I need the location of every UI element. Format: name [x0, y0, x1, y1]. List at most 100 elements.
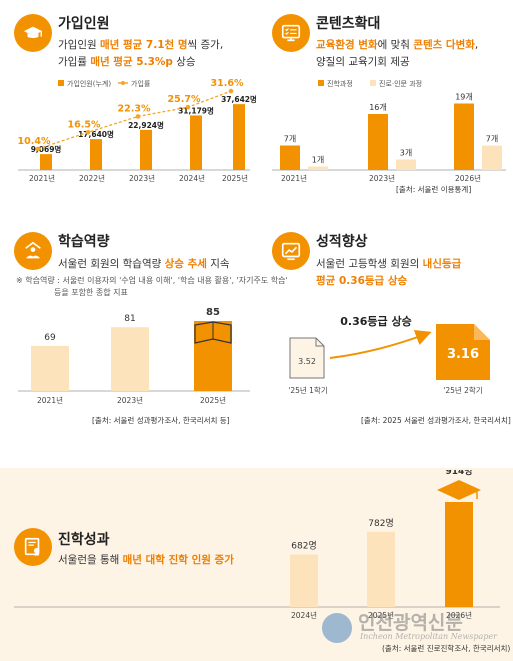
bar-content-admission — [368, 114, 388, 170]
grades-desc-line1: 서울런 고등학생 회원의 내신등급 — [316, 258, 462, 270]
rate-label: 25.7% — [168, 94, 201, 105]
x-tick-learning: 2021년 — [37, 395, 63, 405]
x-tick-members: 2022년 — [79, 173, 105, 183]
x-tick-second-semester: '25년 2학기 — [443, 385, 482, 395]
x-tick-content: 2026년 — [455, 173, 481, 183]
x-tick-content: 2021년 — [281, 173, 307, 183]
value-second-semester: 3.16 — [447, 347, 479, 362]
content-chart: 진학과정 진로·인문 과정 7개 1개 2021년 16개 3개 2023년 19개 7개 2026… — [272, 79, 506, 183]
bar-label-admission: 682명 — [291, 541, 316, 552]
rate-point — [228, 88, 234, 94]
bar-label-members: 31,179명 — [178, 105, 214, 115]
x-tick-first-semester: '25년 1학기 — [288, 385, 327, 395]
panel-title-content: 콘텐츠확대 — [316, 16, 381, 32]
x-tick-content: 2023년 — [369, 173, 395, 183]
panel-title-grades: 성적향상 — [316, 234, 368, 250]
bar-content-admission — [280, 145, 300, 170]
grades-desc-line2: 평균 0.36등급 상승 — [316, 275, 408, 287]
doc-fold-second — [474, 324, 490, 340]
bar-content-admission — [454, 103, 474, 170]
value-first-semester: 3.52 — [298, 357, 316, 366]
bar-label-learning: 85 — [206, 307, 220, 318]
legend-dot-rate — [121, 81, 125, 85]
graduation-cap-top — [437, 480, 481, 500]
person-book-icon — [14, 232, 52, 270]
admission-panel-background — [0, 468, 513, 661]
bar-label-members: 22,924명 — [128, 120, 164, 130]
chart-up-icon — [272, 232, 310, 270]
bar-content-career — [396, 159, 416, 170]
bar-label-content: 3개 — [400, 148, 412, 158]
watermark-name: 인천광역신문 — [358, 612, 463, 634]
graduation-cap-icon — [14, 14, 52, 52]
admission-source: (출처: 서울런 진로진학조사, 한국리서치) — [382, 644, 511, 653]
x-tick-members: 2021년 — [29, 173, 55, 183]
content-source: [출처: 서울런 이용통계] — [396, 185, 472, 194]
panel-title-members: 가입인원 — [58, 16, 110, 32]
bar-members — [140, 129, 152, 170]
bar-label-content: 19개 — [455, 92, 473, 102]
x-tick-learning: 2025년 — [200, 395, 226, 405]
admission-desc: 서울런을 통해 매년 대학 진학 인원 증가 — [58, 554, 234, 566]
bar-admission — [290, 554, 318, 607]
panel-title-learning: 학습역량 — [58, 234, 110, 250]
bar-label-learning: 81 — [124, 314, 135, 324]
legend-label-career-course: 진로·인문 과정 — [379, 79, 422, 88]
bar-label-members: 37,642명 — [221, 94, 256, 104]
doc-fold-first — [315, 338, 324, 347]
legend-label-members: 가입인원(누계) — [67, 79, 111, 88]
rate-label: 31.6% — [211, 78, 244, 89]
learning-chart: 69 2021년 81 2023년 85 2025년 — [18, 307, 250, 405]
doc-first-semester — [289, 337, 325, 379]
panel-title-admission: 진학성과 — [58, 532, 110, 548]
improvement-label: 0.36등급 상승 — [340, 314, 411, 328]
bar-label-members: 9,069명 — [31, 144, 62, 154]
x-tick-members: 2025년 — [222, 173, 248, 183]
bar-label-learning: 69 — [44, 333, 56, 343]
x-tick-members: 2024년 — [179, 173, 205, 183]
x-tick-admission: 2026년 — [446, 610, 472, 620]
admission-chart: 682명 2024년 782명 2025년 914명 2026년 — [14, 470, 500, 620]
bar-label-members: 17,640명 — [78, 129, 114, 139]
watermark-sub: Incheon Metropolitan Newspaper — [360, 632, 497, 641]
grades-chart: 3.52 '25년 1학기 3.16 '25년 2학기 0.36등급 상승 — [288, 314, 490, 395]
bar-content-career — [308, 166, 328, 170]
bar-label-content: 1개 — [312, 155, 324, 165]
grades-source: [출처: 2025 서울런 성과평가조사, 한국리서치] — [361, 416, 511, 425]
rate-point — [35, 146, 41, 152]
rate-label: 10.4% — [18, 136, 51, 147]
bar-label-content: 7개 — [284, 134, 296, 144]
learning-desc: 서울런 회원의 학습역량 상승 추세 지속 — [58, 258, 230, 270]
improvement-arrow — [329, 330, 432, 359]
learning-source: [출처: 서울런 성과평가조사, 한국리서치 등] — [92, 416, 230, 425]
bar-content-career — [482, 145, 502, 170]
x-tick-admission: 2025년 — [368, 610, 394, 620]
content-desc-line1: 교육환경 변화에 맞춰 콘텐츠 다변화, — [316, 39, 479, 51]
x-tick-learning: 2023년 — [117, 395, 143, 405]
bar-label-admission: 914명 — [445, 470, 472, 477]
newspaper-logo-icon — [322, 613, 352, 643]
content-desc-line2: 양질의 교육기회 제공 — [316, 56, 410, 68]
members-chart: 가입인원(누계) 가입률 9,069명 2021년 17,640명 2022년 22,924… — [18, 78, 256, 183]
legend-swatch-career-course — [370, 80, 376, 86]
legend-label-admission-course: 진학과정 — [327, 79, 353, 88]
rate-label: 16.5% — [68, 119, 101, 130]
bar-learning — [31, 345, 69, 391]
learning-note-2: 등을 포함한 종합 지표 — [54, 288, 128, 297]
x-tick-admission: 2024년 — [291, 610, 317, 620]
bar-members — [190, 115, 202, 170]
bar-label-content: 7개 — [486, 134, 498, 144]
rate-point — [185, 104, 191, 110]
bar-members — [233, 104, 245, 170]
rate-point — [85, 129, 91, 135]
bar-members — [40, 154, 52, 170]
bar-admission — [445, 502, 473, 607]
members-desc-line1: 가입인원 매년 평균 7.1천 명씩 증가, — [58, 39, 224, 51]
legend-swatch-members — [58, 80, 64, 86]
members-desc-line2: 가입률 매년 평균 5.3%p 상승 — [58, 56, 196, 68]
learning-note-1: ※ 학습역량 : 서울런 이용자의 '수업 내용 이해', '학습 내용 활용'… — [16, 276, 288, 285]
x-tick-members: 2023년 — [129, 173, 155, 183]
bar-admission — [367, 531, 395, 607]
certificate-icon — [14, 528, 52, 566]
legend-swatch-admission-course — [318, 80, 324, 86]
